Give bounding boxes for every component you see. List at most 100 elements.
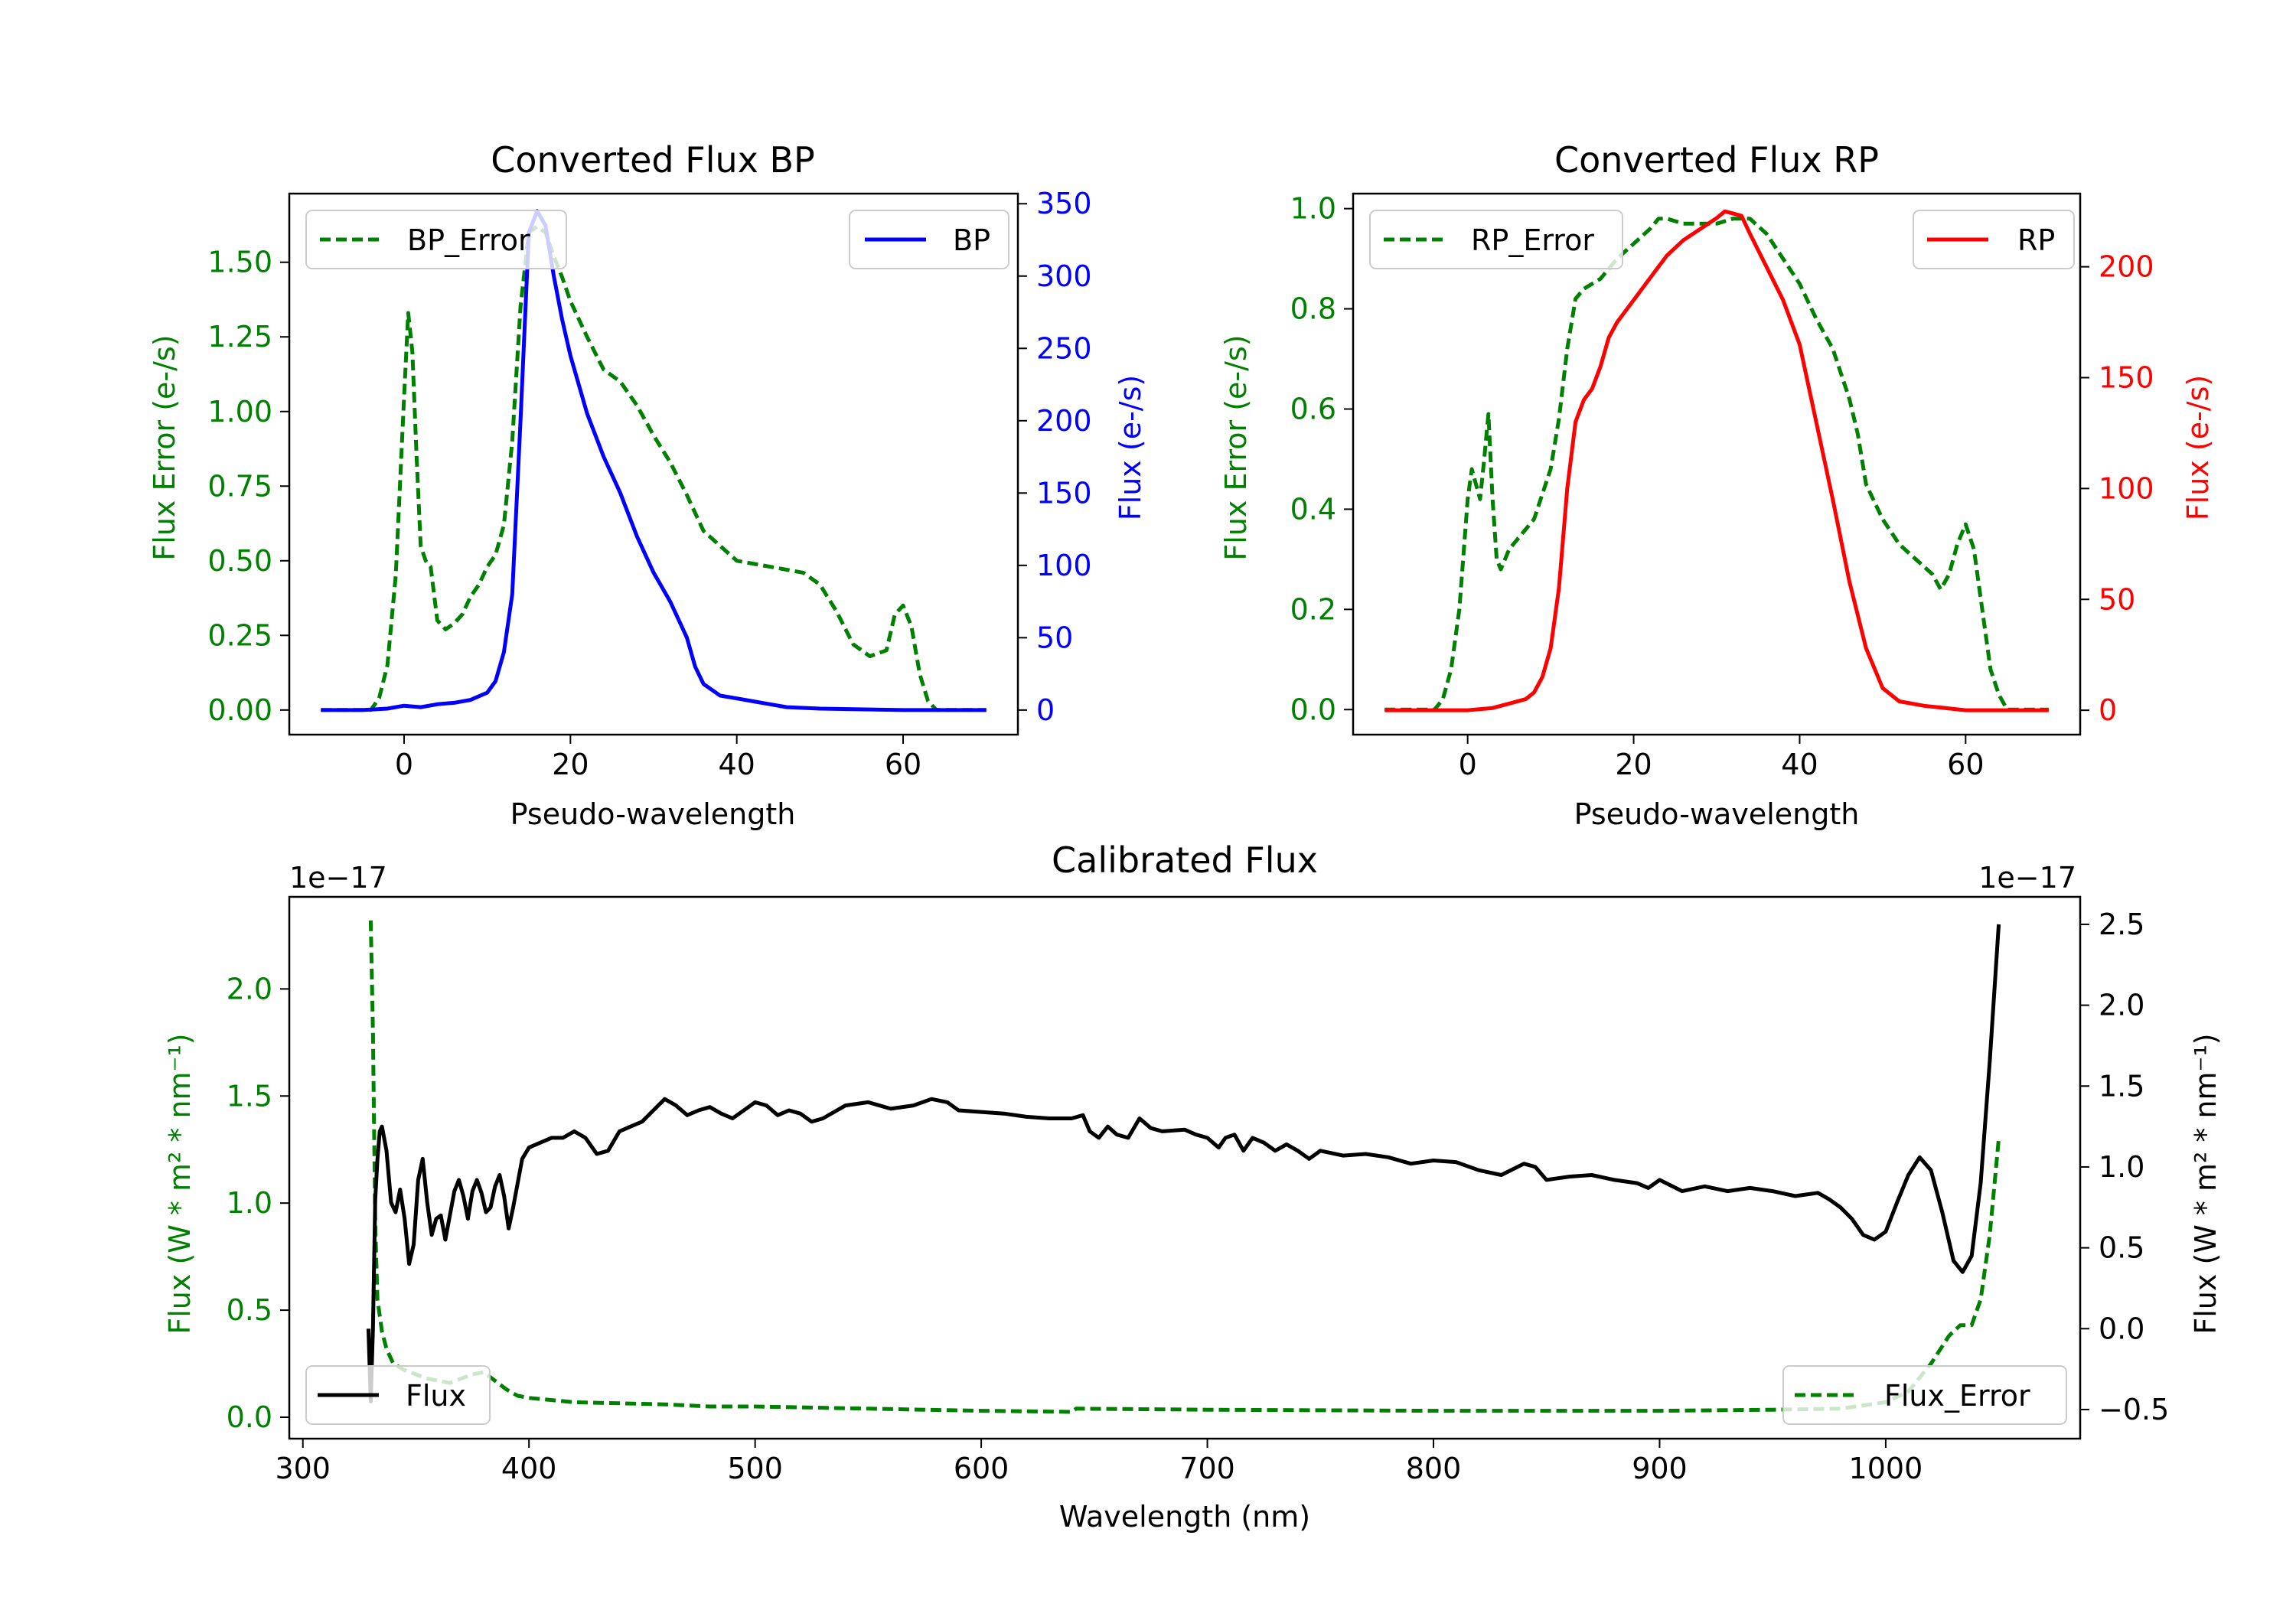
y-tick-label-left: 1.00 — [207, 395, 272, 429]
y-tick-label-left: 1.50 — [207, 246, 272, 279]
x-tick-label: 700 — [1179, 1452, 1235, 1485]
legend-right-box — [1913, 210, 2075, 269]
y-tick-label-right: 300 — [1036, 259, 1092, 293]
y-tick-label-left: 0.00 — [207, 693, 272, 727]
legend-left: BP_Error — [305, 210, 567, 269]
x-tick-label: 0 — [395, 748, 413, 781]
y-axis-label-left: Flux Error (e-/s) — [1219, 334, 1253, 560]
x-tick-label: 900 — [1632, 1452, 1688, 1485]
y-tick-label-right: 150 — [2099, 360, 2154, 394]
y-axis-label-left: Flux (W * m² * nm⁻¹) — [163, 1033, 197, 1334]
plot-frame — [288, 192, 1019, 736]
offset-label-right: 1e−17 — [1978, 861, 2076, 895]
y-tick-label-left: 2.0 — [227, 972, 272, 1006]
x-axis-label: Pseudo-wavelength — [1574, 797, 1860, 831]
y-tick-label-left: 0.50 — [207, 544, 272, 578]
y-tick-label-right: 200 — [1036, 404, 1092, 438]
legend-right: RP — [1913, 210, 2075, 269]
legend-left: Flux — [305, 1365, 491, 1425]
legend-right-label: BP — [953, 223, 990, 257]
y-tick-label-left: 0.75 — [207, 469, 272, 503]
chart-title: Calibrated Flux — [1052, 839, 1318, 881]
x-tick-label: 40 — [1781, 748, 1818, 781]
x-tick-label: 500 — [727, 1452, 783, 1485]
y-tick-label-left: 0.25 — [207, 618, 272, 652]
axes: 0 20 40 60 0.00 0.25 0.50 0.75 1.00 1.25 1.50 0 50 10… — [207, 187, 1091, 781]
legend-left-label: RP_Error — [1471, 223, 1594, 257]
y-axis-label-right: Flux (e-/s) — [2181, 375, 2215, 520]
legend-right: Flux_Error — [1782, 1365, 2067, 1425]
offset-label-left: 1e−17 — [289, 861, 387, 895]
legend-right-box — [1782, 1365, 2067, 1425]
legend-left-label: BP_Error — [407, 223, 530, 257]
y-tick-label-right: 200 — [2099, 250, 2154, 284]
y-tick-label-left: 1.0 — [1290, 192, 1336, 226]
x-tick-label: 800 — [1406, 1452, 1462, 1485]
y-tick-label-right: 100 — [1036, 549, 1092, 582]
y-tick-label-right: 0 — [1036, 693, 1055, 727]
legend-right-label: Flux_Error — [1884, 1379, 2030, 1413]
y-tick-label-left: 0.5 — [227, 1293, 272, 1327]
plot-frame — [288, 895, 2082, 1440]
chart-panel-rp: Converted Flux RP 0 20 40 60 0.0 0.2 0.4 0.6 0.8… — [1219, 139, 2215, 831]
legend-left: RP_Error — [1369, 210, 1623, 269]
y-axis-label-right: Flux (W * m² * nm⁻¹) — [2189, 1033, 2223, 1334]
y-tick-label-right: 0.5 — [2099, 1231, 2144, 1265]
y-tick-label-right: 0 — [2099, 693, 2117, 727]
x-tick-label: 600 — [954, 1452, 1009, 1485]
chart-panel-bp: Converted Flux BP 0 20 40 60 0.00 0.25 0.50 0.7… — [148, 139, 1147, 831]
legend-left-box — [305, 1365, 491, 1425]
x-tick-label: 0 — [1459, 748, 1477, 781]
y-tick-label-right: 350 — [1036, 187, 1092, 220]
chart-title: Converted Flux RP — [1554, 139, 1879, 181]
series-line-flux — [366, 924, 2001, 1403]
series-line-bp-error — [321, 224, 987, 712]
axes: 0 20 40 60 0.0 0.2 0.4 0.6 0.8 1.0 0 50 100 150 200 — [1290, 192, 2154, 781]
legend-right-box — [849, 210, 1009, 269]
x-tick-label: 40 — [718, 748, 755, 781]
y-tick-label-right: 1.0 — [2099, 1150, 2144, 1184]
y-tick-label-left: 0.2 — [1290, 592, 1336, 626]
y-tick-label-right: −0.5 — [2099, 1393, 2169, 1426]
legend-left-label: Flux — [406, 1379, 466, 1413]
y-axis-label-right: Flux (e-/s) — [1114, 375, 1147, 520]
legend-right: BP — [849, 210, 1009, 269]
y-tick-label-right: 0.0 — [2099, 1312, 2144, 1345]
y-tick-label-right: 2.0 — [2099, 989, 2144, 1022]
y-tick-label-left: 0.4 — [1290, 492, 1336, 526]
y-tick-label-right: 250 — [1036, 331, 1092, 365]
x-tick-label: 60 — [885, 748, 921, 781]
y-tick-label-right: 150 — [1036, 476, 1092, 510]
legend-left-box — [305, 210, 567, 269]
plot-area — [1384, 209, 2049, 712]
y-tick-label-right: 100 — [2099, 471, 2154, 505]
series-line-bp — [321, 209, 987, 712]
y-tick-label-left: 1.25 — [207, 320, 272, 354]
y-tick-label-right: 50 — [1036, 621, 1073, 654]
y-tick-label-left: 0.6 — [1290, 392, 1336, 425]
x-tick-label: 1000 — [1849, 1452, 1923, 1485]
x-axis-label: Wavelength (nm) — [1059, 1500, 1310, 1534]
x-tick-label: 20 — [552, 748, 589, 781]
chart-title: Converted Flux BP — [491, 139, 815, 181]
x-tick-label: 400 — [501, 1452, 557, 1485]
y-tick-label-left: 1.5 — [227, 1079, 272, 1113]
x-tick-label: 300 — [275, 1452, 331, 1485]
y-tick-label-left: 0.0 — [1290, 693, 1336, 726]
y-tick-label-right: 2.5 — [2099, 908, 2144, 941]
x-axis-label: Pseudo-wavelength — [510, 797, 796, 831]
y-axis-label-left: Flux Error (e-/s) — [148, 334, 181, 560]
axes: 300 400 500 600 700 800 900 1000 0.0 0.5 1.0 1.5 2.0… — [227, 895, 2169, 1485]
x-tick-label: 60 — [1947, 748, 1984, 781]
y-tick-label-left: 0.0 — [227, 1400, 272, 1434]
y-tick-label-left: 1.0 — [227, 1186, 272, 1220]
legend-left-box — [1369, 210, 1623, 269]
y-tick-label-right: 50 — [2099, 582, 2135, 616]
plot-frame — [1352, 192, 2082, 736]
plot-area — [321, 209, 987, 712]
series-line-rp — [1384, 209, 2049, 712]
x-tick-label: 20 — [1615, 748, 1652, 781]
chart-panel-calibrated: Calibrated Flux 1e−17 1e−17 300 400 500 600… — [163, 839, 2223, 1534]
legend-right-label: RP — [2017, 223, 2055, 257]
